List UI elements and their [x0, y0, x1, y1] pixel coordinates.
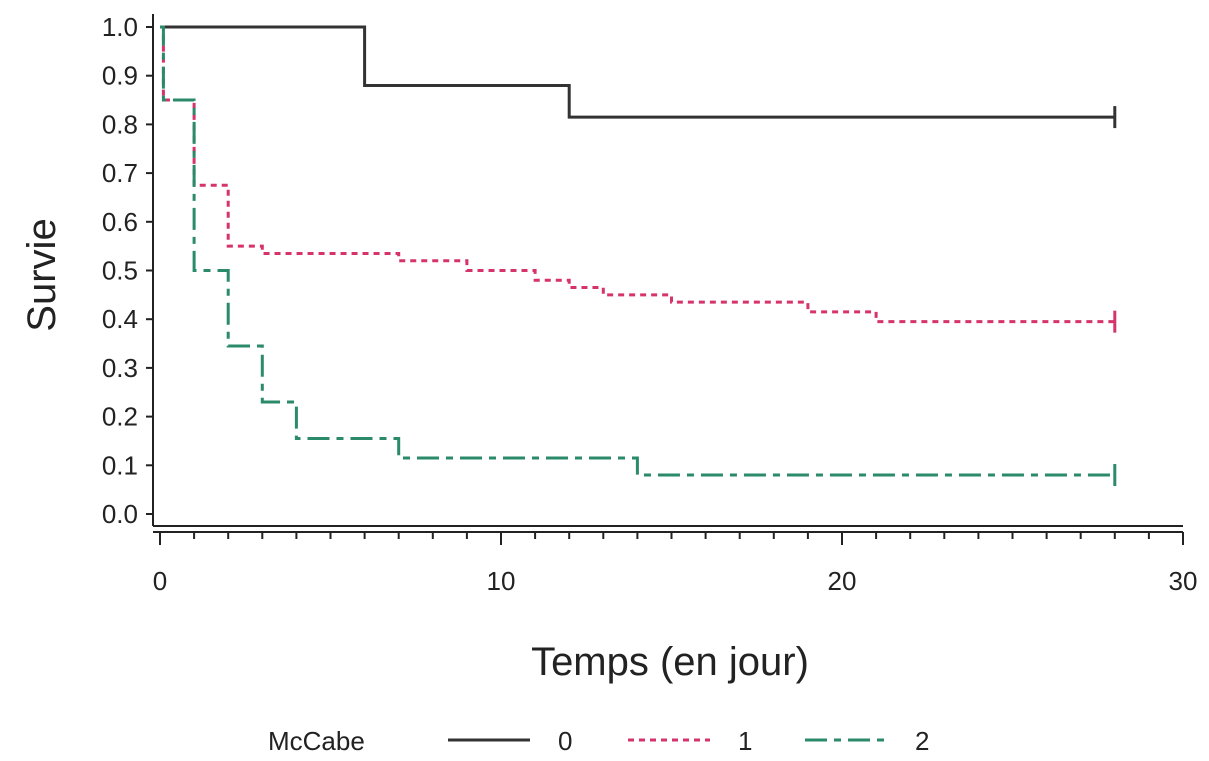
- legend-label-0: 0: [558, 726, 572, 756]
- x-tick-label: 10: [487, 566, 516, 596]
- y-tick-label: 1.0: [102, 12, 138, 42]
- y-tick-label: 0.4: [102, 304, 138, 334]
- y-tick-label: 0.7: [102, 158, 138, 188]
- x-tick-label: 30: [1169, 566, 1198, 596]
- legend: McCabe 0 1 2: [268, 726, 929, 756]
- series-line-0: [160, 25, 1115, 119]
- x-axis-title: Temps (en jour): [531, 640, 809, 684]
- series-line-2: [160, 25, 1115, 477]
- x-tick-label: 20: [828, 566, 857, 596]
- legend-label-2: 2: [915, 726, 929, 756]
- x-tick-label: 0: [153, 566, 167, 596]
- y-tick-label: 0.0: [102, 499, 138, 529]
- y-tick-label: 0.8: [102, 109, 138, 139]
- y-axis-title: Survie: [20, 218, 64, 331]
- legend-label-1: 1: [738, 726, 752, 756]
- y-tick-label: 0.1: [102, 450, 138, 480]
- y-tick-label: 0.5: [102, 256, 138, 286]
- legend-title: McCabe: [268, 726, 365, 756]
- series-layer: [160, 25, 1117, 487]
- y-tick-label: 0.9: [102, 61, 138, 91]
- y-tick-label: 0.2: [102, 402, 138, 432]
- axes: 0.0 0.1 0.2 0.3 0.4 0.5 0.6 0.7 0.8 0.9 1.0 0 10 20 30: [102, 12, 1198, 596]
- series-line-1: [160, 25, 1115, 324]
- y-tick-label: 0.6: [102, 207, 138, 237]
- y-tick-label: 0.3: [102, 353, 138, 383]
